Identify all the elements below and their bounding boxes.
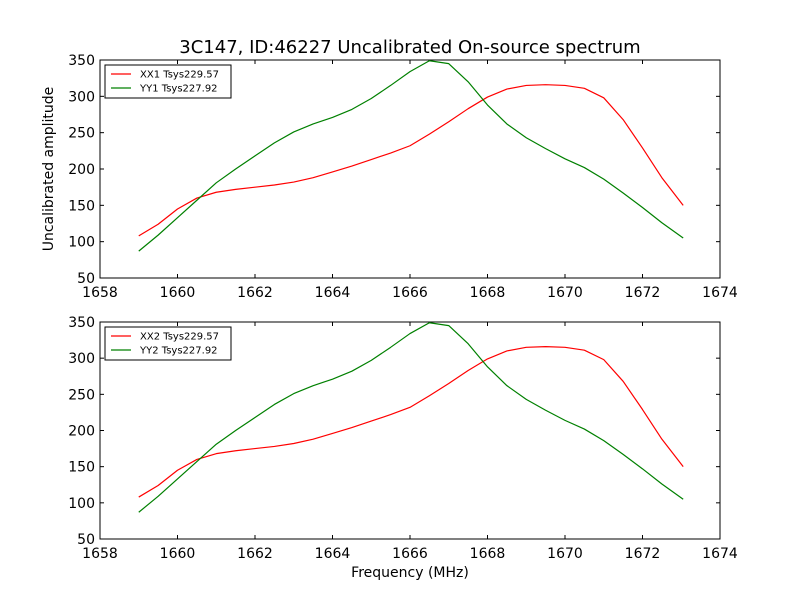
legend-label: YY2 Tsys227.92 — [139, 346, 218, 357]
y-axis-label: Uncalibrated amplitude — [41, 87, 57, 252]
legend: XX1 Tsys229.57 YY1 Tsys227.92 — [104, 64, 232, 99]
y-tick-label: 50 — [77, 532, 95, 548]
top-panel: 1658 1660 1662 1664 1666 1668 1670 1672 1674 50 10… — [68, 53, 738, 301]
series-line-xx — [138, 345, 684, 498]
y-tick-label: 300 — [68, 351, 95, 367]
x-axis-label: Frequency (MHz) — [351, 565, 469, 581]
y-tick-label: 350 — [68, 53, 95, 69]
x-tick-label: 1666 — [392, 546, 428, 562]
x-tick-label: 1670 — [547, 546, 583, 562]
x-tick-label: 1660 — [160, 285, 196, 301]
x-tick-label: 1668 — [470, 285, 506, 301]
legend-box — [104, 326, 232, 361]
y-tick-label: 100 — [68, 235, 95, 251]
x-tick-label: 1662 — [237, 546, 273, 562]
y-tick-label: 250 — [68, 126, 95, 142]
x-tick-label: 1658 — [82, 546, 118, 562]
y-tick-label: 100 — [68, 496, 95, 512]
x-tick-label: 1672 — [625, 546, 661, 562]
series-line-xx — [138, 84, 684, 237]
y-tick-label: 350 — [68, 315, 95, 331]
x-tick-label: 1666 — [392, 285, 428, 301]
x-tick-label: 1658 — [82, 285, 118, 301]
x-tick-label: 1670 — [547, 285, 583, 301]
legend-label: YY1 Tsys227.92 — [139, 84, 218, 95]
y-tick-label: 50 — [77, 271, 95, 287]
y-tick-label: 250 — [68, 387, 95, 403]
x-tick-label: 1664 — [315, 285, 351, 301]
legend-label: XX2 Tsys229.57 — [140, 332, 219, 343]
x-tick-label: 1668 — [470, 546, 506, 562]
legend-box — [104, 64, 232, 99]
legend: XX2 Tsys229.57 YY2 Tsys227.92 — [104, 326, 232, 361]
series-line-yy — [138, 60, 684, 252]
legend-label: XX1 Tsys229.57 — [140, 70, 219, 81]
x-tick-label: 1674 — [702, 546, 738, 562]
bottom-panel: 1658 1660 1662 1664 1666 1668 1670 1672 1674 50 10… — [68, 315, 738, 562]
y-tick-label: 300 — [68, 89, 95, 105]
y-tick-label: 200 — [68, 424, 95, 440]
x-tick-label: 1664 — [315, 546, 351, 562]
y-tick-label: 200 — [68, 162, 95, 178]
figure-title: 3C147, ID:46227 Uncalibrated On-source s… — [179, 37, 640, 58]
x-tick-label: 1660 — [160, 546, 196, 562]
x-tick-label: 1674 — [702, 285, 738, 301]
series-line-yy — [138, 322, 684, 513]
y-tick-label: 150 — [68, 198, 95, 214]
x-tick-label: 1672 — [625, 285, 661, 301]
y-tick-label: 150 — [68, 460, 95, 476]
x-tick-label: 1662 — [237, 285, 273, 301]
